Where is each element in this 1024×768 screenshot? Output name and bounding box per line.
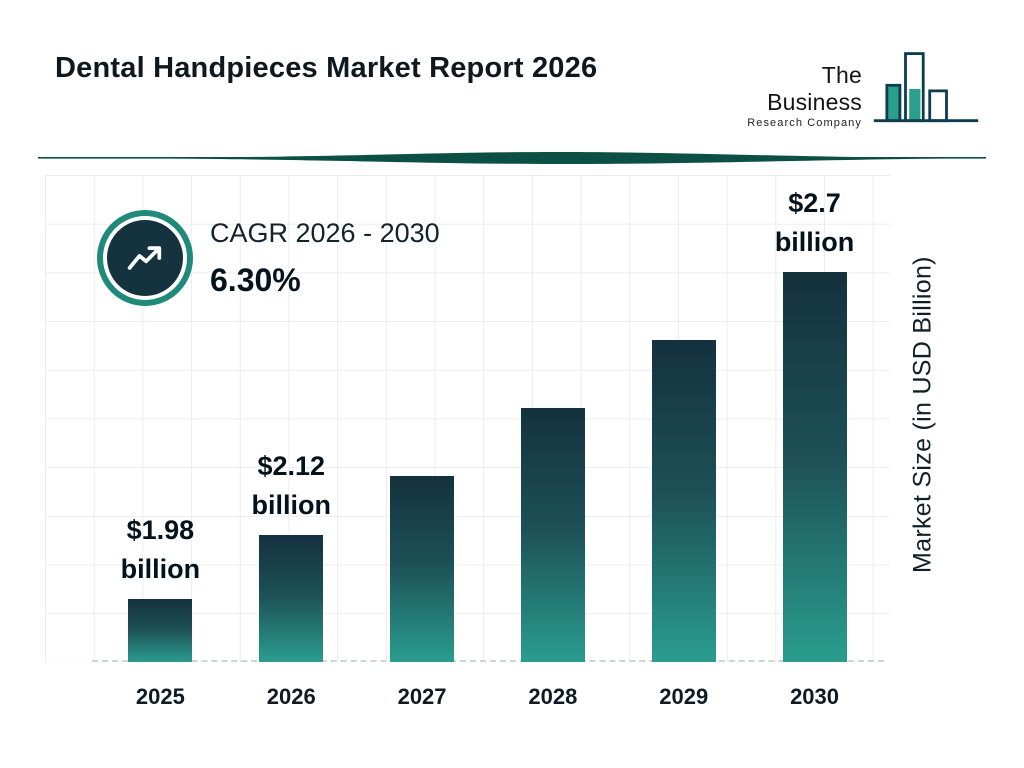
bar-slot-2027: 2027 <box>387 172 457 709</box>
x-tick-label-2029: 2029 <box>659 684 709 709</box>
cagr-badge <box>97 210 193 306</box>
logo-subname: Research Company <box>747 117 862 129</box>
x-tick-label-2028: 2028 <box>528 684 578 709</box>
bar-slot-2029: 2029 <box>649 172 719 709</box>
bar-slot-2028: 2028 <box>518 172 588 709</box>
x-tick-label-2025: 2025 <box>135 684 185 709</box>
bars-area: $1.98 billion 2025 $2.12 billion 2026 2027 2028… <box>95 172 880 709</box>
x-tick-label-2026: 2026 <box>266 684 316 709</box>
bar-slot-2026: $2.12 billion 2026 <box>252 172 331 709</box>
x-tick-label-2030: 2030 <box>790 684 840 709</box>
y-axis-label: Market Size (in USD Billion) <box>908 256 937 574</box>
logo-text: The Business Research Company <box>722 62 862 129</box>
bar-slot-2030: $2.7 billion 2030 <box>775 172 854 709</box>
bar-2029 <box>651 340 716 662</box>
bar-value-label-2025: $1.98 billion <box>120 514 201 584</box>
trend-up-icon <box>107 220 183 296</box>
bar-value-label-2026: $2.12 billion <box>251 450 331 520</box>
page-title: Dental Handpieces Market Report 2026 <box>55 52 598 84</box>
bar-2025 <box>128 599 193 662</box>
bar-chart-logo-icon <box>873 52 979 123</box>
bar-2027 <box>390 476 455 662</box>
company-logo: The Business Research Company <box>722 48 982 130</box>
bar-2026 <box>259 535 324 662</box>
bar-2028 <box>520 408 585 662</box>
chart-baseline <box>92 660 884 662</box>
bar-2030 <box>782 272 847 662</box>
x-tick-label-2027: 2027 <box>397 684 447 709</box>
divider-line <box>38 152 986 164</box>
bar-value-label-2030: $2.7 billion <box>774 187 855 257</box>
cagr-value: 6.30% <box>210 262 301 298</box>
logo-name: The Business <box>767 62 862 115</box>
cagr-label: CAGR 2026 - 2030 <box>210 218 440 248</box>
bar-slot-2025: $1.98 billion 2025 <box>121 172 200 709</box>
